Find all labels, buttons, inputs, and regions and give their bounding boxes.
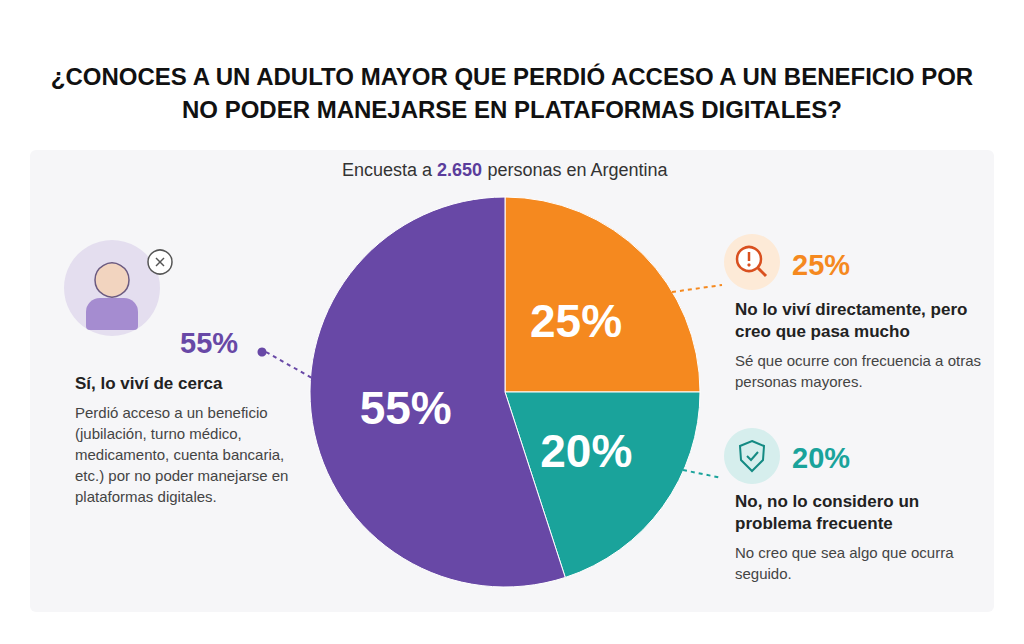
svg-text:NO PODER MANEJARSE EN PLATAFOR: NO PODER MANEJARSE EN PLATAFORMAS DIGITA… xyxy=(182,96,842,123)
svg-text:plataformas digitales.: plataformas digitales. xyxy=(75,488,217,505)
svg-text:etc.) por no poder manejarse e: etc.) por no poder manejarse en xyxy=(75,467,288,484)
svg-text:Sí, lo viví de cerca: Sí, lo viví de cerca xyxy=(75,374,223,393)
svg-text:seguido.: seguido. xyxy=(735,565,792,582)
svg-text:personas mayores.: personas mayores. xyxy=(735,373,863,390)
svg-text:¿CONOCES A UN ADULTO MAYOR QUE: ¿CONOCES A UN ADULTO MAYOR QUE PERDIÓ AC… xyxy=(51,63,973,90)
svg-text:personas en Argentina: personas en Argentina xyxy=(482,160,668,180)
svg-text:2.650: 2.650 xyxy=(437,160,482,180)
svg-text:Sé que ocurre con frecuencia a: Sé que ocurre con frecuencia a otras xyxy=(735,352,981,369)
svg-text:Perdió acceso a un beneficio: Perdió acceso a un beneficio xyxy=(75,404,268,421)
svg-text:20%: 20% xyxy=(792,442,850,474)
svg-text:creo que pasa mucho: creo que pasa mucho xyxy=(735,322,910,341)
svg-text:20%: 20% xyxy=(540,425,632,477)
svg-text:problema frecuente: problema frecuente xyxy=(735,514,893,533)
svg-text:(jubilación, turno médico,: (jubilación, turno médico, xyxy=(75,425,242,442)
svg-text:25%: 25% xyxy=(792,249,850,281)
svg-text:Encuesta a: Encuesta a xyxy=(342,160,437,180)
svg-text:No, no lo considero un: No, no lo considero un xyxy=(735,492,919,511)
svg-text:55%: 55% xyxy=(360,382,452,434)
svg-text:55%: 55% xyxy=(180,327,238,359)
svg-text:No lo viví directamente, pero: No lo viví directamente, pero xyxy=(735,300,967,319)
svg-text:medicamento, cuenta bancaria,: medicamento, cuenta bancaria, xyxy=(75,446,284,463)
svg-text:25%: 25% xyxy=(530,295,622,347)
svg-text:No creo que sea algo que ocurr: No creo que sea algo que ocurra xyxy=(735,544,954,561)
